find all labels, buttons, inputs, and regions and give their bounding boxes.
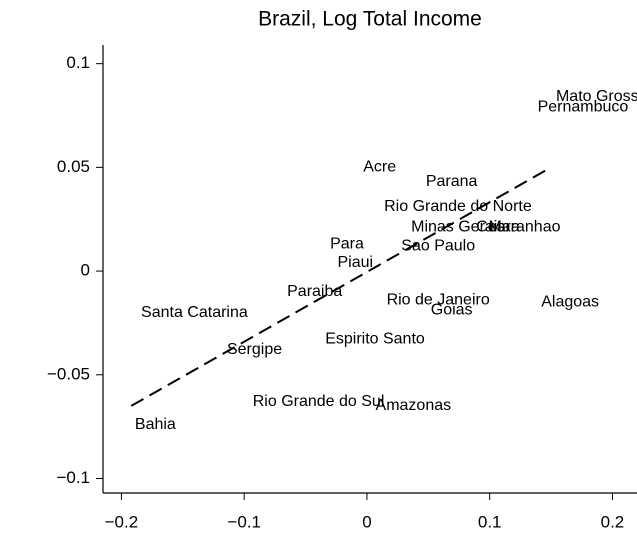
point-label: Maranhao xyxy=(488,219,560,236)
point-label: Santa Catarina xyxy=(141,304,248,321)
point-label: Espirito Santo xyxy=(325,331,425,348)
y-tick-label: 0.05 xyxy=(57,157,90,176)
y-tick-label: −0.05 xyxy=(47,364,90,383)
x-tick-label: −0.1 xyxy=(227,512,261,531)
point-label: Amazonas xyxy=(376,397,452,414)
point-label: Goias xyxy=(431,302,473,319)
x-tick-label: 0 xyxy=(362,512,371,531)
point-label: Piaui xyxy=(337,254,373,271)
point-label: Alagoas xyxy=(541,293,599,310)
chart-title: Brazil, Log Total Income xyxy=(258,8,482,31)
point-label: Minas Gerais xyxy=(411,219,505,236)
point-label: Parana xyxy=(426,173,478,190)
x-tick-label: 0.1 xyxy=(478,512,502,531)
point-label: Rio Grande do Norte xyxy=(384,198,532,215)
point-label: Sergipe xyxy=(227,341,282,358)
point-label: Para xyxy=(330,235,364,252)
x-tick-label: 0.2 xyxy=(601,512,625,531)
x-tick-label: −0.2 xyxy=(105,512,139,531)
point-label: Sao Paulo xyxy=(401,237,475,254)
point-label: Pernambuco xyxy=(538,98,629,115)
point-label: Ceara xyxy=(476,219,520,236)
point-label: Bahia xyxy=(135,416,176,433)
point-label: Rio de Janeiro xyxy=(387,291,490,308)
point-label: Paraiba xyxy=(287,283,342,300)
fit-line xyxy=(130,168,548,407)
point-label: Rio Grande do Sul xyxy=(253,393,385,410)
y-tick-label: 0 xyxy=(81,261,90,280)
point-label: Acre xyxy=(363,159,396,176)
y-tick-label: 0.1 xyxy=(66,53,90,72)
y-tick-label: −0.1 xyxy=(56,468,90,487)
point-label: Mato Grosso xyxy=(556,88,637,105)
